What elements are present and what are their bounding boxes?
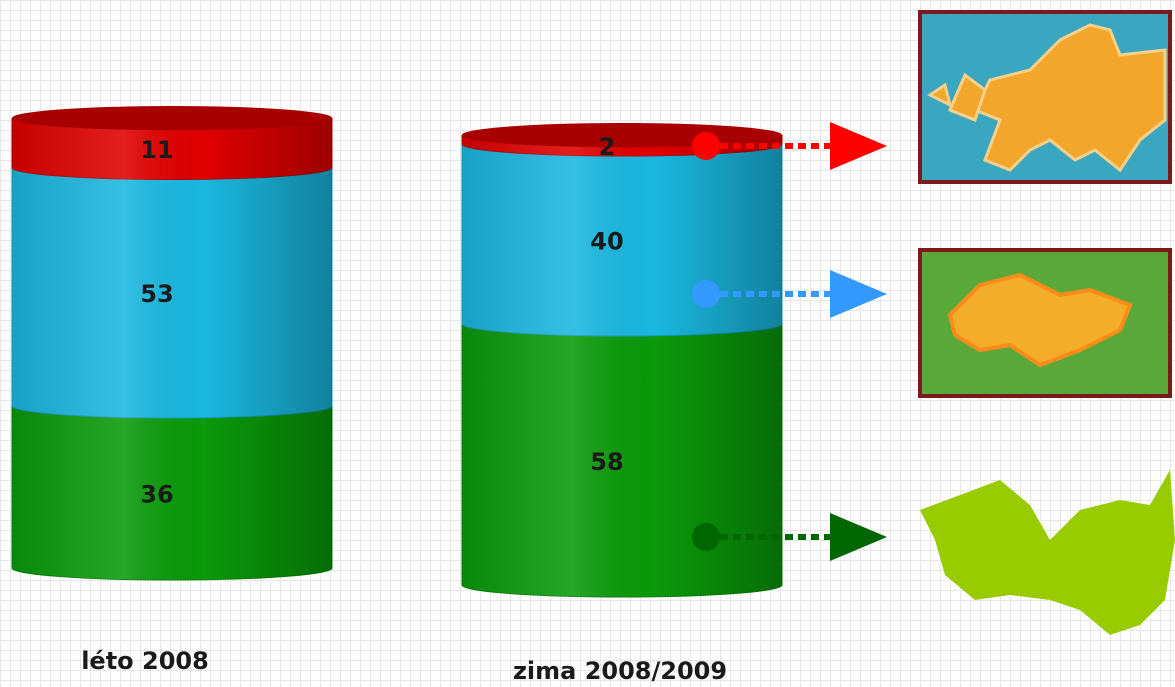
category-label: léto 2008 bbox=[81, 647, 209, 675]
arrow bbox=[830, 122, 887, 170]
value-label: 58 bbox=[590, 448, 623, 476]
cylinder-shade bbox=[12, 118, 332, 580]
arrow bbox=[830, 513, 887, 561]
region-map bbox=[920, 470, 1175, 635]
czech-map bbox=[918, 248, 1172, 398]
value-label: 2 bbox=[599, 133, 616, 161]
cylinder-top bbox=[12, 106, 332, 130]
marker-dot bbox=[692, 132, 720, 160]
value-label: 53 bbox=[140, 280, 173, 308]
arrow bbox=[830, 270, 887, 318]
connectors bbox=[692, 122, 887, 561]
marker-dot bbox=[692, 280, 720, 308]
value-label: 40 bbox=[590, 227, 623, 255]
europe-map bbox=[918, 10, 1172, 184]
marker-dot bbox=[692, 523, 720, 551]
value-label: 36 bbox=[140, 480, 173, 508]
value-label: 11 bbox=[140, 136, 173, 164]
category-label: zima 2008/2009 bbox=[513, 657, 727, 685]
cylinder-shade bbox=[462, 135, 782, 597]
